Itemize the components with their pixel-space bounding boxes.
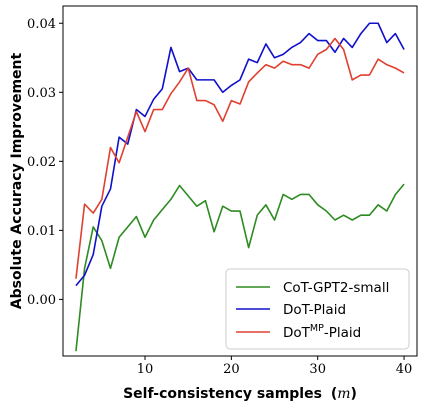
y-tick-label: 0.04 [27, 17, 56, 32]
y-tick-label: 0.01 [27, 224, 56, 239]
legend-label-dot-mp-plaid: DoTMP-Plaid [283, 323, 361, 341]
x-tick-label: 40 [396, 362, 413, 377]
x-axis-variable: m [337, 386, 350, 402]
y-tick-label: 0.03 [27, 86, 56, 101]
x-tick-label: 20 [223, 362, 240, 377]
legend-label-dot-mp-base: DoT [283, 325, 311, 341]
legend: CoT-GPT2-small DoT-Plaid DoTMP-Plaid [225, 268, 410, 350]
legend-label-cot-gpt2-small: CoT-GPT2-small [283, 280, 389, 296]
series-line-0 [75, 183, 405, 352]
y-tick-label: 0.00 [27, 293, 56, 308]
x-tick-label: 10 [137, 362, 154, 377]
legend-label-dot-mp-suffix: -Plaid [324, 325, 361, 341]
x-axis-title: Self-consistency samples (m) [123, 386, 357, 402]
x-tick-label: 30 [309, 362, 326, 377]
legend-label-dot-plaid: DoT-Plaid [283, 302, 346, 318]
legend-label-dot-mp-sup: MP [310, 323, 324, 334]
legend-box [225, 268, 410, 350]
plot-area [62, 5, 418, 357]
y-tick-label: 0.02 [27, 155, 56, 170]
axis-ticks: 10 20 30 40 0.00 0.01 0.02 0.03 0.04 [27, 17, 412, 377]
series-line-1 [75, 22, 405, 287]
series-line-2 [75, 37, 405, 279]
series-lines [75, 22, 405, 352]
x-axis-title-text: Self-consistency samples [123, 386, 322, 402]
y-axis-title: Absolute Accuracy Improvement [9, 52, 25, 309]
